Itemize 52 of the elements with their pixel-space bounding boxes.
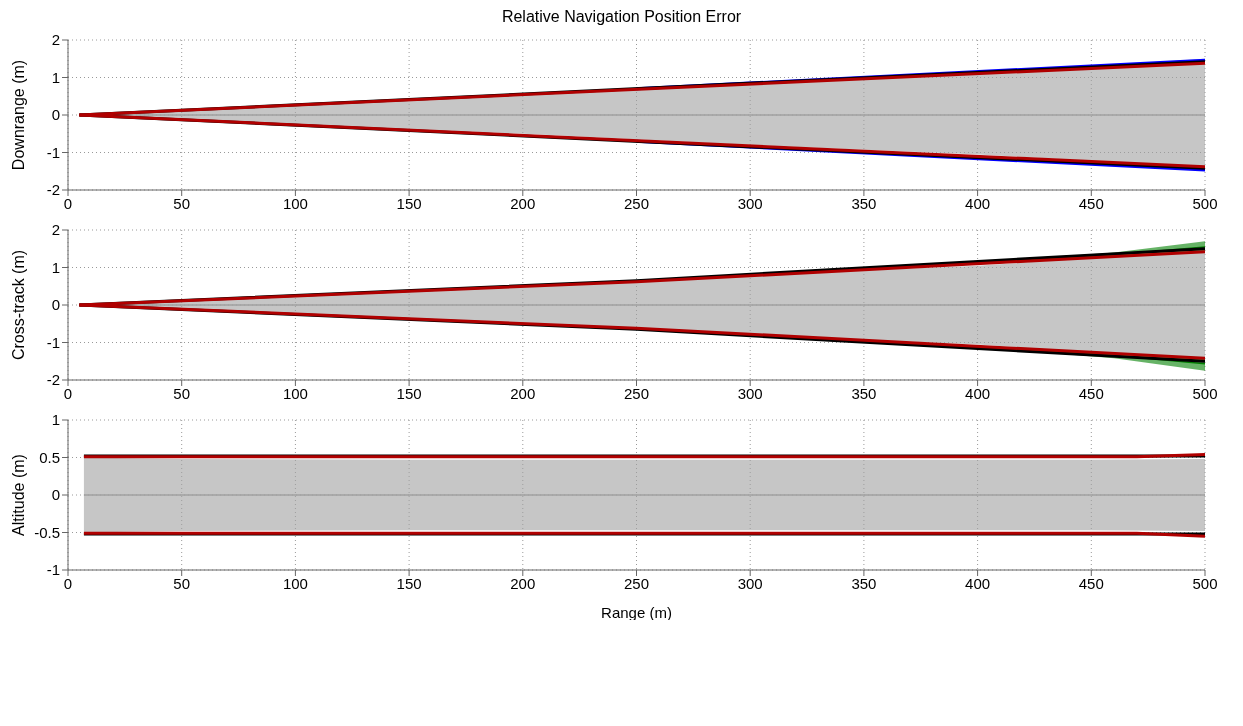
y-tick-label: -2	[46, 181, 60, 199]
x-tick-label: 100	[282, 574, 308, 592]
x-tick-label: 250	[623, 384, 650, 402]
x-tick-label: 200	[510, 384, 536, 402]
x-tick-label: 0	[63, 574, 73, 592]
x-tick-label: 500	[1192, 194, 1218, 212]
x-tick-label: 250	[623, 194, 650, 212]
x-tick-label: 50	[173, 194, 191, 212]
x-tick-label: 200	[510, 194, 536, 212]
x-tick-label: 350	[851, 384, 877, 402]
x-tick-label: 350	[851, 194, 877, 212]
y-tick-label: 0	[51, 486, 60, 504]
y-tick-label: 1	[51, 258, 60, 276]
y-tick-label: 2	[51, 221, 60, 239]
x-tick-label: 500	[1192, 384, 1218, 402]
y-tick-label: -1	[46, 143, 60, 161]
chart-title: Relative Navigation Position Error	[500, 8, 743, 27]
x-tick-label: 50	[173, 384, 191, 402]
y-tick-label: -1	[46, 333, 60, 351]
x-tick-label: 400	[965, 574, 991, 592]
y-axis-title: Altitude (m)	[9, 454, 27, 536]
x-tick-label: 150	[396, 574, 422, 592]
y-axis-title: Downrange (m)	[9, 59, 27, 171]
x-tick-label: 450	[1078, 194, 1104, 212]
x-tick-label: 0	[63, 194, 73, 212]
x-tick-label: 300	[737, 574, 763, 592]
y-axis-title: Cross-track (m)	[9, 249, 27, 361]
x-tick-label: 300	[737, 194, 763, 212]
x-tick-label: 450	[1078, 574, 1104, 592]
x-tick-label: 150	[396, 384, 422, 402]
y-tick-label: -0.5	[34, 523, 60, 541]
x-tick-label: 100	[282, 384, 308, 402]
x-tick-label: 200	[510, 574, 536, 592]
y-tick-label: 0	[51, 106, 60, 124]
x-tick-label: 400	[965, 194, 991, 212]
x-tick-label: 0	[63, 384, 73, 402]
x-tick-label: 150	[396, 194, 422, 212]
y-tick-label: 0.5	[39, 448, 60, 466]
y-tick-label: 0	[51, 296, 60, 314]
x-tick-label: 300	[737, 384, 763, 402]
x-tick-label: 450	[1078, 384, 1104, 402]
y-tick-label: 1	[51, 411, 60, 429]
x-tick-label: 100	[282, 194, 308, 212]
x-tick-label: 400	[965, 384, 991, 402]
y-tick-label: -2	[46, 371, 60, 389]
y-tick-label: 2	[51, 31, 60, 49]
y-tick-label: -1	[46, 561, 60, 579]
x-tick-label: 500	[1192, 574, 1218, 592]
x-tick-label: 50	[173, 574, 191, 592]
y-tick-label: 1	[51, 68, 60, 86]
x-tick-label: 250	[623, 574, 650, 592]
x-tick-label: 350	[851, 574, 877, 592]
